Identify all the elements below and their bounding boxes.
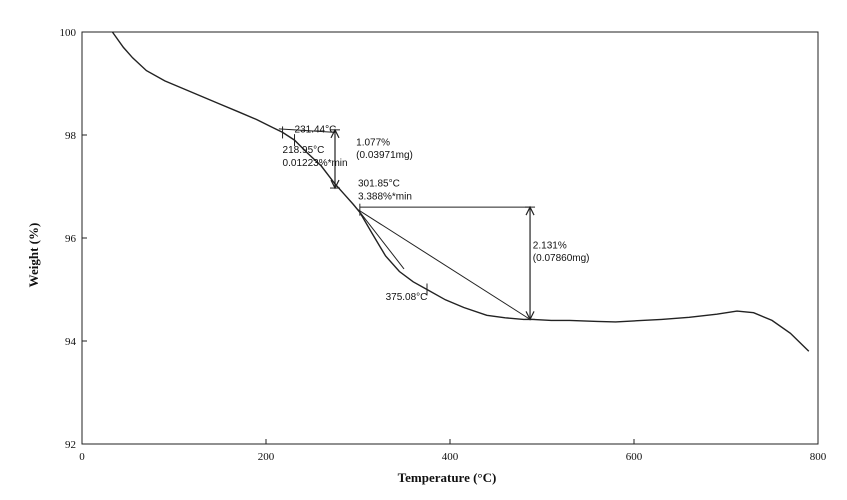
axis-ticks: 0 200 400 600 800 92 94 96 98 100 xyxy=(60,27,827,463)
y-axis-title: Weight (%) xyxy=(26,223,41,288)
plot-frame xyxy=(81,31,819,445)
x-tick-label: 0 xyxy=(79,451,85,463)
annotation-label: 218.95°C xyxy=(283,145,325,156)
y-tick-label: 92 xyxy=(65,439,76,451)
tangent-line xyxy=(278,128,336,133)
annotation-label: (0.07860mg) xyxy=(533,253,590,264)
annotation-label: (0.03971mg) xyxy=(356,150,413,161)
curve-layer xyxy=(111,31,810,352)
annotation-label: 1.077% xyxy=(356,137,390,148)
x-tick-label: 600 xyxy=(626,451,643,463)
marker-layer xyxy=(278,126,536,321)
annotation-layer: 231.44°C 218.95°C 0.01223%*min 1.077% (0.039… xyxy=(283,124,590,302)
annotation-label: 2.131% xyxy=(533,240,567,251)
tangent-line xyxy=(357,209,405,270)
annotation-label: 301.85°C xyxy=(358,179,400,190)
x-tick-label: 400 xyxy=(442,451,459,463)
plot-border xyxy=(81,31,819,445)
x-axis-title: Temperature (°C) xyxy=(398,470,497,485)
annotation-label: 231.44°C xyxy=(295,124,337,135)
annotation-label: 3.388%*min xyxy=(358,191,412,202)
y-tick-label: 98 xyxy=(65,130,77,142)
y-tick-label: 94 xyxy=(65,336,77,348)
y-tick-label: 100 xyxy=(60,27,77,39)
weight-curve xyxy=(111,31,810,352)
y-tick-label: 96 xyxy=(65,233,77,245)
annotation-label: 0.01223%*min xyxy=(283,158,348,169)
annotation-label: 375.08°C xyxy=(386,292,428,303)
x-tick-label: 800 xyxy=(810,451,827,463)
x-tick-label: 200 xyxy=(258,451,275,463)
tangent-line xyxy=(357,209,531,320)
